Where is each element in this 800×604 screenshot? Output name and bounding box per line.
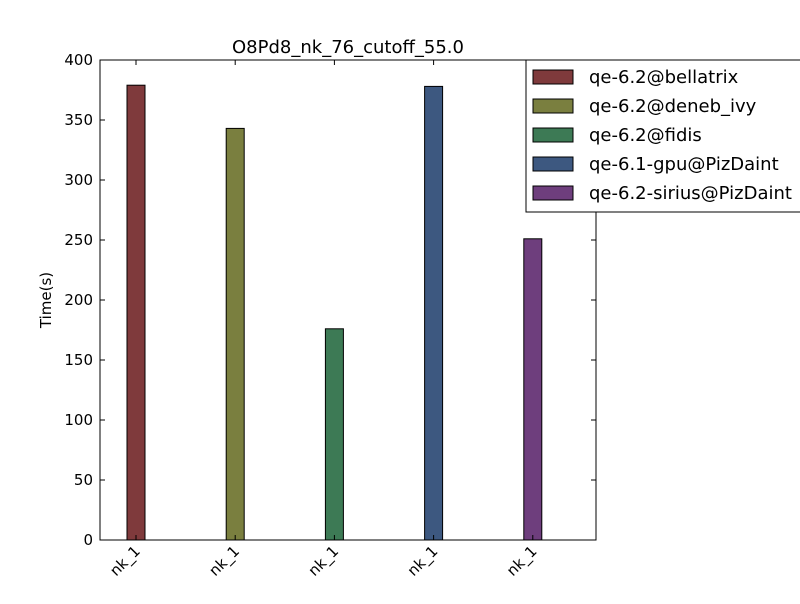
- y-axis-label: Time(s): [37, 272, 55, 329]
- bar: [523, 238, 543, 541]
- legend-label: qe-6.2-sirius@PizDaint: [589, 183, 792, 204]
- bar: [424, 85, 444, 541]
- chart-title: O8Pd8_nk_76_cutoff_55.0: [232, 37, 464, 58]
- legend-swatch: [532, 127, 574, 143]
- y-tick-label: 0: [83, 531, 93, 549]
- bar: [126, 84, 146, 541]
- y-tick-label: 300: [64, 171, 93, 189]
- legend: qe-6.2@bellatrix qe-6.2@deneb_ivy qe-6.2@f…: [525, 59, 800, 213]
- legend-swatch: [532, 69, 574, 85]
- y-tick-label: 200: [64, 291, 93, 309]
- y-tick-label: 400: [64, 51, 93, 69]
- bar: [225, 127, 245, 541]
- y-tick-label: 250: [64, 231, 93, 249]
- legend-label: qe-6.2@bellatrix: [589, 67, 739, 88]
- legend-swatch: [532, 98, 574, 114]
- legend-label: qe-6.2@fidis: [589, 125, 702, 146]
- legend-label: qe-6.2@deneb_ivy: [589, 96, 757, 117]
- y-tick-label: 100: [64, 411, 93, 429]
- y-tick-label: 350: [64, 111, 93, 129]
- legend-swatch: [532, 185, 574, 201]
- y-tick-label: 150: [64, 351, 93, 369]
- legend-swatch: [532, 156, 574, 172]
- y-tick-label: 50: [74, 471, 93, 489]
- bar: [324, 328, 344, 541]
- legend-label: qe-6.1-gpu@PizDaint: [589, 154, 779, 175]
